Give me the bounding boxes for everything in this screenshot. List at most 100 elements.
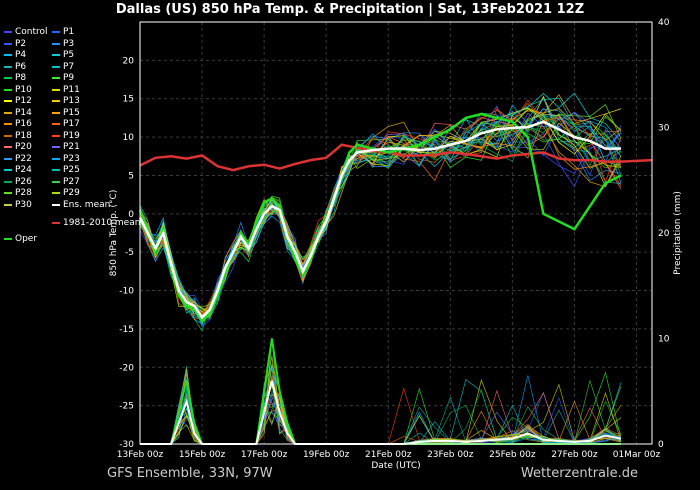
legend-entry: P28 [4, 188, 32, 198]
legend-label: P1 [63, 27, 75, 37]
legend-entry: P26 [4, 177, 32, 187]
plot-grid [139, 22, 652, 445]
legend-entry: P10 [4, 85, 32, 95]
legend-label: P24 [15, 165, 32, 175]
legend-label: P13 [63, 96, 80, 106]
legend-entry: P13 [52, 96, 80, 106]
legend-label: P19 [63, 130, 80, 141]
legend-entry: P1 [52, 27, 74, 37]
legend-label: P16 [15, 119, 32, 129]
legend-swatch [52, 123, 60, 125]
x-axis-label: Date (UTC) [371, 461, 420, 471]
legend-swatch [52, 203, 60, 206]
legend-label: P14 [15, 107, 32, 118]
chart-title: Dallas (US) 850 hPa Temp. & Precipitatio… [115, 2, 585, 17]
legend-label: P10 [15, 84, 32, 95]
oper-precip-line [140, 338, 621, 445]
legend-entry: P21 [52, 142, 80, 152]
legend-swatch [52, 180, 60, 183]
legend-entry: P17 [52, 119, 80, 129]
legend-label: P18 [15, 130, 32, 141]
legend-entry: P6 [4, 62, 26, 72]
y-tick-label: 20 [123, 56, 135, 66]
legend-label: Ens. mean [63, 199, 111, 210]
legend-swatch [4, 77, 12, 79]
legend-entry: P24 [4, 165, 32, 175]
legend-entry: P14 [4, 108, 32, 118]
y-axis-label-left: 850 hPa Temp. (°C) [109, 190, 119, 277]
legend-label: 1981-2010 mean [63, 217, 141, 228]
ensemble-member-precip [140, 388, 622, 445]
legend-entry: P9 [52, 73, 74, 83]
y-right-tick-label: 30 [658, 124, 670, 134]
legend-swatch [52, 111, 60, 114]
ensemble-member-precip [140, 354, 622, 445]
legend-swatch [4, 54, 12, 56]
legend-label: P3 [63, 38, 75, 49]
legend-entry: P8 [4, 73, 26, 83]
ensemble-member-precip [140, 370, 622, 445]
legend-entry: P12 [4, 96, 32, 106]
legend-label: P2 [15, 38, 27, 49]
x-tick-label: 17Feb 00z [241, 450, 288, 460]
legend-swatch [4, 65, 12, 68]
legend-swatch [4, 100, 12, 102]
legend-swatch [52, 157, 60, 160]
ensemble-member-temp [139, 95, 622, 319]
y-tick-label: 0 [128, 210, 134, 220]
legend-label: P8 [15, 73, 27, 83]
legend-label: P30 [15, 199, 32, 210]
ens-mean-precip-line [140, 380, 622, 445]
legend-swatch [4, 134, 12, 137]
legend-label: Oper [15, 234, 38, 244]
main-series [138, 112, 653, 445]
ensemble-member-temp [139, 110, 622, 319]
legend-swatch [52, 54, 60, 56]
legend-swatch [52, 65, 60, 68]
legend-swatch [52, 88, 60, 91]
ensemble-member-precip [140, 382, 622, 445]
legend-label: P4 [15, 50, 27, 60]
legend-label: P7 [63, 61, 75, 72]
x-tick-label: 01Mar 00z [613, 450, 661, 460]
legend-label: P26 [15, 176, 32, 187]
y-tick-label: -25 [119, 402, 134, 412]
ensemble-member-precip [140, 395, 622, 445]
legend-swatch [4, 157, 12, 160]
legend-label: P20 [15, 142, 32, 152]
x-tick-label: 25Feb 00z [489, 450, 536, 460]
legend-label: Control [15, 27, 48, 37]
ensemble-member-temp [139, 96, 622, 314]
x-tick-label: 21Feb 00z [365, 450, 412, 460]
x-tick-label: 23Feb 00z [427, 450, 474, 460]
y-tick-label: 15 [123, 95, 134, 105]
legend-entry: P4 [4, 50, 26, 60]
legend-entry: Ens. mean [52, 200, 110, 210]
legend-entry: P30 [4, 200, 32, 210]
legend-entry: P11 [52, 85, 80, 95]
legend-swatch [4, 180, 12, 183]
y-tick-label: -10 [119, 287, 134, 297]
legend-swatch [4, 146, 12, 148]
ensemble-member-precip [140, 396, 622, 445]
legend-swatch [4, 123, 12, 125]
legend-label: P29 [63, 188, 80, 198]
y-tick-label: -30 [119, 440, 134, 450]
ensemble-member-precip [140, 394, 621, 445]
ensemble-member-precip [140, 393, 622, 445]
ensemble-member-precip [140, 389, 622, 445]
y-right-tick-label: 20 [658, 229, 670, 239]
model-info: GFS Ensemble, 33N, 97W [107, 466, 273, 481]
legend-label: P11 [63, 84, 80, 95]
legend-label: P23 [63, 153, 80, 164]
legend-swatch [52, 77, 60, 79]
legend-label: P27 [63, 176, 80, 187]
y-axis-label-right: Precipitation (mm) [673, 191, 683, 275]
legend-entry: Control [4, 27, 48, 37]
legend-label: P5 [63, 50, 75, 60]
ensemble-member-precip [140, 378, 622, 445]
legend-label: P17 [63, 119, 80, 129]
y-tick-label: -5 [125, 248, 134, 258]
legend-swatch [4, 88, 12, 91]
